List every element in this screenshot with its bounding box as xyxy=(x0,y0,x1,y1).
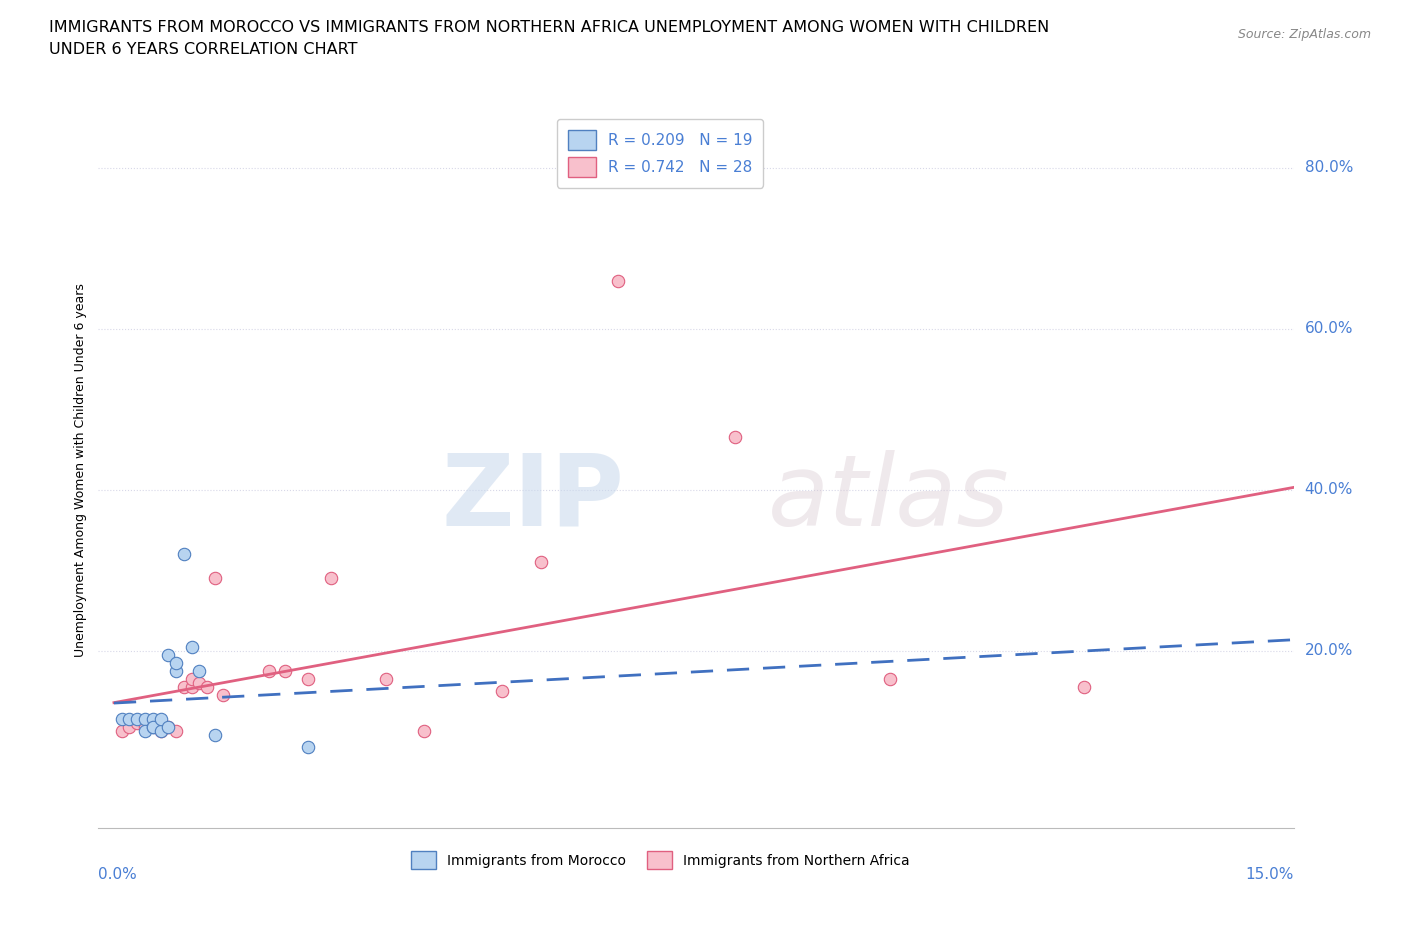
Y-axis label: Unemployment Among Women with Children Under 6 years: Unemployment Among Women with Children U… xyxy=(75,283,87,657)
Point xyxy=(188,675,211,690)
Point xyxy=(321,571,343,586)
Text: UNDER 6 YEARS CORRELATION CHART: UNDER 6 YEARS CORRELATION CHART xyxy=(49,42,357,57)
Point xyxy=(374,671,396,686)
Point xyxy=(142,711,165,726)
Text: 20.0%: 20.0% xyxy=(1305,644,1353,658)
Point xyxy=(195,680,218,695)
Point xyxy=(157,647,180,662)
Point xyxy=(273,663,295,678)
Point xyxy=(111,711,134,726)
Point xyxy=(127,716,149,731)
Point xyxy=(157,720,180,735)
Point xyxy=(149,724,172,738)
Point xyxy=(879,671,901,686)
Point xyxy=(142,720,165,735)
Point xyxy=(134,724,156,738)
Text: IMMIGRANTS FROM MOROCCO VS IMMIGRANTS FROM NORTHERN AFRICA UNEMPLOYMENT AMONG WO: IMMIGRANTS FROM MOROCCO VS IMMIGRANTS FR… xyxy=(49,20,1049,35)
Point xyxy=(165,724,187,738)
Point xyxy=(724,430,747,445)
Legend: Immigrants from Morocco, Immigrants from Northern Africa: Immigrants from Morocco, Immigrants from… xyxy=(405,845,915,874)
Point xyxy=(257,663,280,678)
Point xyxy=(297,671,319,686)
Text: 40.0%: 40.0% xyxy=(1305,483,1353,498)
Point xyxy=(142,716,165,731)
Point xyxy=(149,711,172,726)
Point xyxy=(127,711,149,726)
Point xyxy=(188,663,211,678)
Point xyxy=(118,720,141,735)
Text: 0.0%: 0.0% xyxy=(98,867,138,882)
Point xyxy=(165,656,187,671)
Point xyxy=(165,663,187,678)
Point xyxy=(180,671,202,686)
Point xyxy=(204,728,226,743)
Point xyxy=(530,554,553,569)
Text: 60.0%: 60.0% xyxy=(1305,322,1353,337)
Point xyxy=(413,724,436,738)
Point xyxy=(149,724,172,738)
Point xyxy=(134,720,156,735)
Text: ZIP: ZIP xyxy=(441,450,624,547)
Point xyxy=(118,711,141,726)
Point xyxy=(111,724,134,738)
Point xyxy=(204,571,226,586)
Point xyxy=(211,687,233,702)
Point xyxy=(1073,680,1095,695)
Point xyxy=(134,711,156,726)
Text: 80.0%: 80.0% xyxy=(1305,160,1353,176)
Point xyxy=(607,273,630,288)
Point xyxy=(142,720,165,735)
Text: Source: ZipAtlas.com: Source: ZipAtlas.com xyxy=(1237,28,1371,41)
Point xyxy=(180,639,202,654)
Point xyxy=(180,680,202,695)
Point xyxy=(491,684,513,698)
Text: 15.0%: 15.0% xyxy=(1246,867,1294,882)
Point xyxy=(157,720,180,735)
Point xyxy=(173,547,195,562)
Text: atlas: atlas xyxy=(768,450,1010,547)
Point xyxy=(297,739,319,754)
Point xyxy=(149,720,172,735)
Point xyxy=(173,680,195,695)
